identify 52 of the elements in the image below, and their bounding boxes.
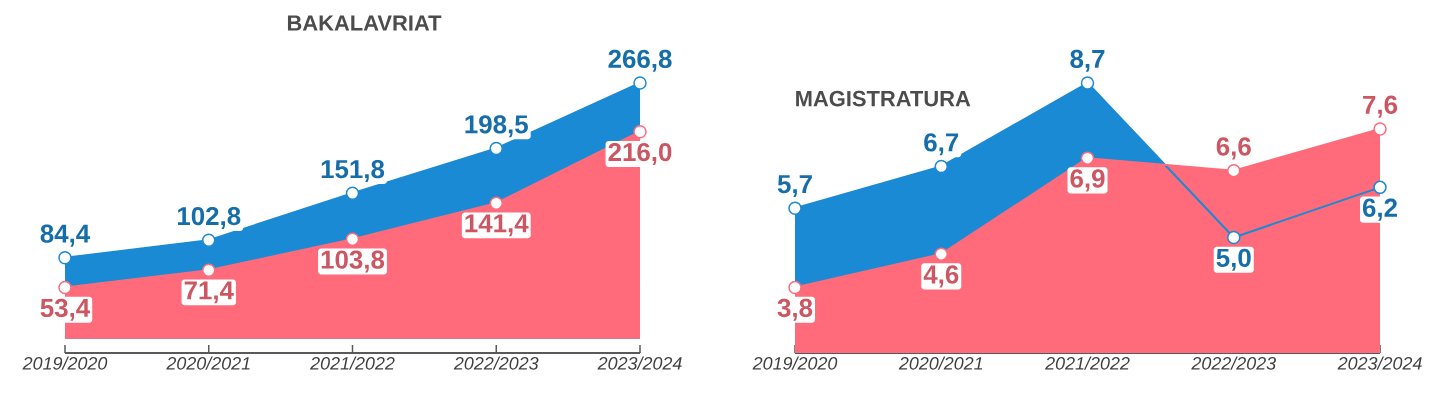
point — [1080, 151, 1095, 165]
point — [1373, 122, 1387, 136]
point — [58, 251, 72, 265]
data-label: 53,4 — [40, 298, 91, 321]
data-label: 216,0 — [608, 142, 672, 165]
x-tick-label: 2020/2021 — [166, 356, 250, 370]
x-tick-label: 2022/2023 — [453, 356, 539, 370]
point — [489, 196, 503, 210]
chart-title: BAKALAVRIAT — [287, 15, 442, 31]
data-label: 6,6 — [1216, 137, 1251, 160]
point — [489, 141, 503, 156]
point — [934, 159, 949, 174]
point — [633, 124, 647, 139]
x-tick-label: 2020/2021 — [898, 356, 983, 370]
data-label: 7,6 — [1363, 95, 1398, 118]
data-label: 151,8 — [321, 159, 385, 183]
point — [202, 233, 216, 247]
data-label: 6,9 — [1070, 169, 1105, 192]
point — [1080, 76, 1095, 90]
data-label: 6,2 — [1362, 198, 1397, 221]
point — [1373, 180, 1387, 195]
data-label: 141,4 — [465, 214, 529, 237]
x-tick-label: 2022/2023 — [1191, 356, 1276, 370]
x-tick-label: 2021/2022 — [310, 356, 395, 370]
data-label: 5,7 — [777, 175, 812, 198]
point — [345, 232, 360, 246]
point — [202, 263, 216, 278]
point — [934, 247, 949, 261]
x-tick-label: 2019/2020 — [22, 356, 108, 370]
data-label: 4,6 — [923, 265, 959, 288]
data-label: 102,8 — [177, 206, 241, 229]
data-label: 8,7 — [1070, 49, 1105, 72]
data-label: 84,4 — [40, 224, 91, 247]
x-tick-label: 2023/2024 — [1337, 356, 1422, 370]
point — [345, 186, 360, 200]
x-tick-label: 2021/2022 — [1045, 356, 1130, 370]
data-label: 198,5 — [465, 115, 528, 138]
data-label: 5,0 — [1216, 248, 1251, 271]
data-label: 71,4 — [184, 281, 234, 304]
point — [1227, 163, 1241, 178]
point — [788, 280, 802, 295]
data-label: 103,8 — [321, 250, 385, 273]
point — [58, 280, 72, 295]
point — [1227, 230, 1241, 245]
point — [788, 201, 802, 215]
data-label: 3,8 — [777, 298, 813, 321]
chart-title: MAGISTRATURA — [796, 90, 971, 107]
data-label: 6,7 — [924, 133, 959, 156]
x-tick-label: 2023/2024 — [597, 356, 682, 370]
point — [633, 76, 647, 90]
x-tick-label: 2019/2020 — [752, 356, 838, 370]
data-label: 266,8 — [608, 49, 672, 72]
